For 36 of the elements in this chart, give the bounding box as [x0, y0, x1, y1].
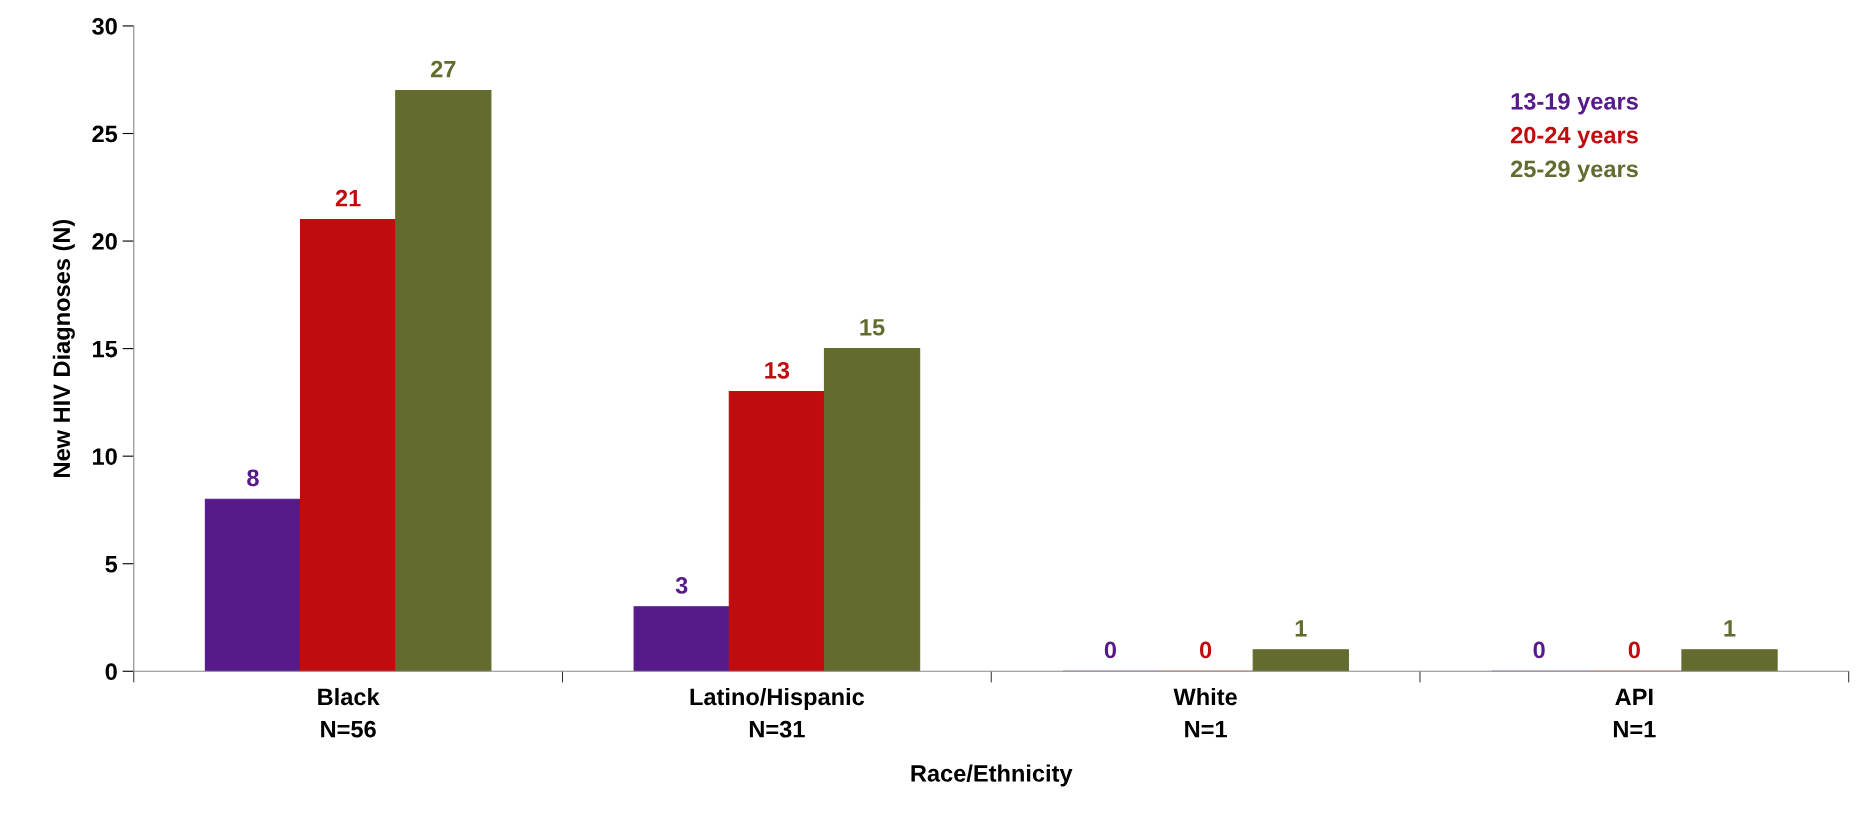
y-tick-label: 5	[105, 556, 118, 573]
y-tick-label: 20	[92, 233, 117, 250]
y-tick-label: 30	[92, 18, 117, 35]
y-tick-label: 25	[92, 125, 118, 143]
data-label: 8	[247, 469, 259, 487]
bar	[299, 218, 397, 672]
data-label: 21	[335, 189, 361, 207]
bar	[1681, 649, 1778, 672]
x-tick-label: Black N=56	[318, 687, 380, 738]
y-tick-label: 0	[105, 663, 117, 681]
data-label: 0	[1104, 641, 1117, 659]
x-tick-label: White N=1	[1173, 687, 1237, 738]
text: 20-24 years	[1510, 126, 1638, 149]
y-tick-label: 15	[93, 340, 118, 358]
data-label: 15	[860, 319, 885, 336]
bar	[204, 498, 302, 672]
data-label: 0	[1628, 641, 1640, 659]
text: 25-29 years	[1510, 160, 1638, 183]
data-label: 0	[1199, 641, 1212, 659]
x-axis-title: Race/Ethnicity	[911, 764, 1073, 787]
data-label: 1	[1295, 620, 1307, 637]
bar	[395, 89, 492, 672]
bar	[1252, 649, 1349, 672]
bar	[823, 348, 921, 672]
y-tick-label: 10	[93, 448, 117, 465]
data-label: 1	[1724, 620, 1736, 637]
data-label: 0	[1533, 641, 1545, 659]
data-label: 3	[675, 577, 688, 594]
bar	[633, 606, 730, 672]
data-label: 27	[431, 60, 456, 78]
text: 13-19 years	[1511, 92, 1638, 115]
data-label: 13	[765, 361, 790, 379]
y-axis-title: New HIV Diagnoses (N)	[52, 219, 75, 477]
bar	[728, 391, 826, 672]
x-tick-label: API N=1	[1613, 688, 1656, 738]
x-tick-label: Latino/Hispanic N=31	[690, 687, 865, 738]
